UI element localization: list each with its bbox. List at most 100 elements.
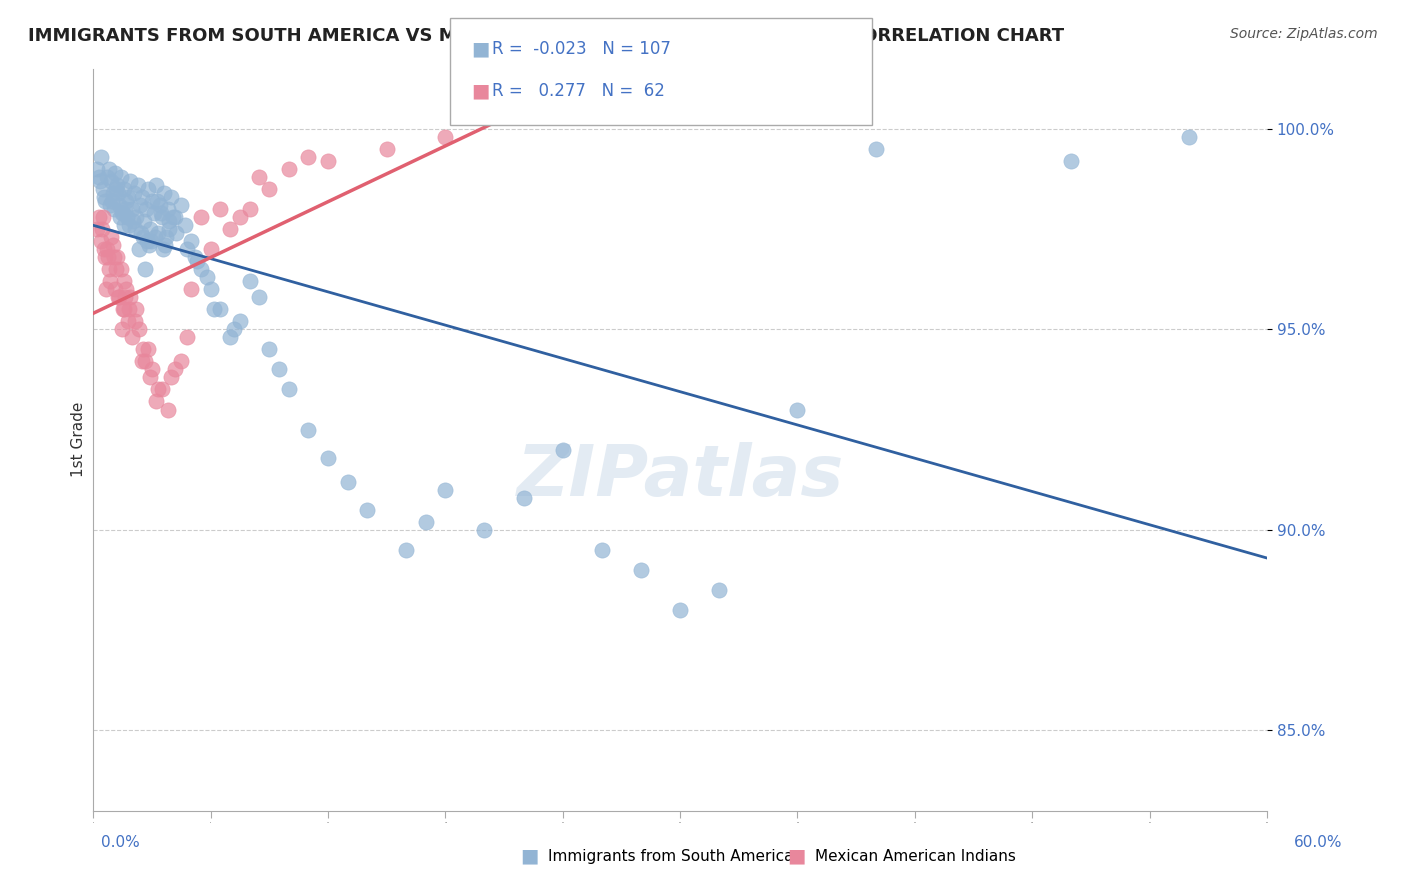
- Point: [87, 169, 110, 184]
- Point: [117, 314, 139, 328]
- Point: [249, 169, 271, 184]
- Point: [209, 202, 232, 216]
- Point: [101, 238, 124, 252]
- Point: [145, 194, 167, 208]
- Point: [195, 270, 218, 285]
- Point: [786, 402, 808, 417]
- Point: [120, 290, 142, 304]
- Point: [134, 262, 156, 277]
- Point: [139, 234, 162, 248]
- Point: [125, 302, 148, 317]
- Point: [128, 322, 150, 336]
- Point: [415, 515, 437, 529]
- Point: [91, 182, 114, 196]
- Point: [91, 222, 114, 236]
- Point: [108, 210, 131, 224]
- Point: [110, 262, 132, 277]
- Point: [127, 178, 149, 192]
- Point: [204, 302, 226, 317]
- Point: [107, 198, 129, 212]
- Point: [434, 129, 457, 144]
- Point: [129, 198, 152, 212]
- Point: [117, 190, 139, 204]
- Point: [229, 210, 252, 224]
- Point: [174, 218, 197, 232]
- Point: [259, 182, 281, 196]
- Point: [157, 222, 180, 236]
- Point: [669, 603, 692, 617]
- Text: ■: ■: [471, 81, 489, 101]
- Point: [111, 302, 134, 317]
- Text: Source: ZipAtlas.com: Source: ZipAtlas.com: [1230, 27, 1378, 41]
- Text: 60.0%: 60.0%: [1295, 836, 1343, 850]
- Point: [115, 282, 138, 296]
- Point: [474, 523, 496, 537]
- Point: [118, 302, 141, 317]
- Point: [143, 230, 166, 244]
- Point: [90, 234, 112, 248]
- Point: [128, 242, 150, 256]
- Point: [190, 210, 212, 224]
- Text: R =  -0.023   N = 107: R = -0.023 N = 107: [492, 40, 671, 58]
- Point: [132, 214, 155, 228]
- Point: [121, 202, 143, 216]
- Point: [1178, 129, 1201, 144]
- Point: [87, 210, 110, 224]
- Point: [105, 250, 128, 264]
- Point: [865, 142, 887, 156]
- Point: [277, 161, 299, 176]
- Point: [375, 142, 398, 156]
- Point: [184, 250, 207, 264]
- Point: [229, 314, 252, 328]
- Point: [105, 178, 128, 192]
- Text: Mexican American Indians: Mexican American Indians: [815, 849, 1017, 863]
- Point: [110, 322, 132, 336]
- Point: [139, 222, 162, 236]
- Point: [97, 161, 120, 176]
- Point: [142, 206, 165, 220]
- Point: [170, 354, 193, 368]
- Point: [107, 186, 129, 200]
- Point: [219, 222, 242, 236]
- Point: [160, 190, 183, 204]
- Point: [103, 202, 125, 216]
- Point: [110, 206, 132, 220]
- Point: [120, 174, 142, 188]
- Point: [200, 242, 222, 256]
- Point: [297, 423, 319, 437]
- Text: ZIPatlas: ZIPatlas: [516, 442, 844, 511]
- Point: [100, 194, 122, 208]
- Point: [145, 178, 167, 192]
- Point: [124, 222, 146, 236]
- Point: [114, 182, 136, 196]
- Point: [277, 383, 299, 397]
- Point: [165, 362, 187, 376]
- Point: [267, 362, 290, 376]
- Point: [117, 210, 139, 224]
- Point: [155, 230, 177, 244]
- Point: [395, 542, 418, 557]
- Point: [150, 383, 173, 397]
- Point: [111, 206, 134, 220]
- Point: [141, 362, 163, 376]
- Text: Immigrants from South America: Immigrants from South America: [548, 849, 794, 863]
- Text: ■: ■: [787, 847, 806, 866]
- Point: [114, 202, 136, 216]
- Point: [146, 226, 169, 240]
- Point: [149, 198, 172, 212]
- Point: [149, 206, 172, 220]
- Point: [336, 475, 359, 489]
- Point: [139, 370, 162, 384]
- Point: [356, 503, 378, 517]
- Text: ■: ■: [520, 847, 538, 866]
- Point: [112, 302, 135, 317]
- Text: IMMIGRANTS FROM SOUTH AMERICA VS MEXICAN AMERICAN INDIAN 1ST GRADE CORRELATION C: IMMIGRANTS FROM SOUTH AMERICA VS MEXICAN…: [28, 27, 1064, 45]
- Point: [180, 282, 202, 296]
- Point: [86, 161, 108, 176]
- Point: [122, 186, 145, 200]
- Point: [97, 262, 120, 277]
- Point: [186, 254, 208, 268]
- Point: [132, 230, 155, 244]
- Point: [136, 182, 159, 196]
- Point: [152, 242, 174, 256]
